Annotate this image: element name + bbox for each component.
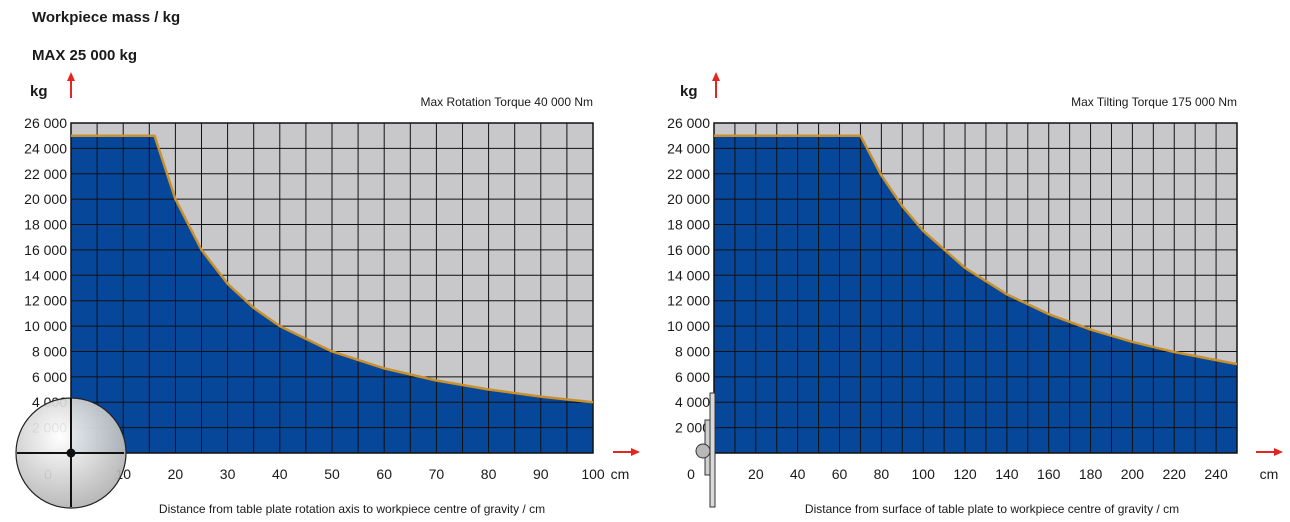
y-tick-label: 6 000 (675, 369, 710, 385)
y-tick-label: 8 000 (32, 343, 67, 359)
x-axis-unit: cm (611, 466, 630, 482)
x-tick-label: 80 (481, 466, 497, 482)
y-tick-label: 22 000 (24, 166, 67, 182)
plot-frame (70, 122, 594, 454)
y-axis-unit: kg (30, 83, 48, 100)
x-tick-label: 40 (272, 466, 288, 482)
rotation-center (66, 448, 76, 458)
y-axis-arrow-1-head (67, 72, 75, 81)
y-tick-label: 18 000 (667, 217, 710, 233)
x-tick-label: 0 (687, 466, 695, 482)
y-tick-label: 4 000 (675, 394, 710, 410)
x-tick-label: 60 (832, 466, 848, 482)
x-tick-label: 20 (168, 466, 184, 482)
y-tick-label: 18 000 (24, 217, 67, 233)
plot-frame (713, 122, 1238, 454)
y-tick-label: 14 000 (667, 267, 710, 283)
chart-2: 2 000 4 000 6 000 8 000 10 000 12 000 14 000 16… (667, 83, 1278, 516)
y-tick-label: 2 000 (675, 420, 710, 436)
x-tick-label: 140 (995, 466, 1019, 482)
y-tick-label: 24 000 (24, 140, 67, 156)
rotary-table-illustration (15, 397, 127, 509)
y-axis-unit: kg (680, 83, 698, 100)
chart-title: Max Rotation Torque 40 000 Nm (420, 95, 593, 109)
x-tick-label: 40 (790, 466, 806, 482)
x-tick-label: 30 (220, 466, 236, 482)
y-tick-label: 12 000 (24, 293, 67, 309)
x-tick-label: 160 (1037, 466, 1061, 482)
capacity-line (714, 134, 1238, 366)
x-tick-label: 20 (748, 466, 764, 482)
x-tick-label: 100 (581, 466, 605, 482)
x-tick-label: 240 (1204, 466, 1228, 482)
y-tick-label: 26 000 (667, 115, 710, 131)
chart-title: Max Tilting Torque 175 000 Nm (1071, 95, 1237, 109)
x-tick-label: 120 (953, 466, 977, 482)
x-tick-label: 180 (1079, 466, 1103, 482)
x-tick-label: 90 (533, 466, 549, 482)
y-tick-label: 26 000 (24, 115, 67, 131)
x-axis-arrow-2-head (1274, 448, 1283, 456)
max-load-label: MAX 25 000 kg (32, 47, 138, 64)
x-axis-caption: Distance from surface of table plate to … (805, 502, 1179, 516)
x-tick-label: 100 (912, 466, 936, 482)
y-tick-label: 10 000 (667, 318, 710, 334)
capacity-line (71, 134, 594, 404)
x-tick-label: 50 (324, 466, 340, 482)
y-axis-arrow-2-head (712, 72, 720, 81)
x-tick-label: 80 (874, 466, 890, 482)
x-tick-label: 70 (429, 466, 445, 482)
x-axis-arrow-1-head (631, 448, 640, 456)
x-tick-label: 60 (376, 466, 392, 482)
table-plate (709, 392, 716, 508)
y-tick-label: 10 000 (24, 318, 67, 334)
tilt-pivot (695, 443, 711, 459)
y-tick-label: 16 000 (667, 242, 710, 258)
x-tick-label: 220 (1163, 466, 1187, 482)
y-tick-label: 14 000 (24, 267, 67, 283)
tilting-table-illustration (695, 392, 716, 508)
capacity-area (714, 135, 1237, 453)
x-tick-label: 200 (1121, 466, 1145, 482)
y-tick-label: 16 000 (24, 242, 67, 258)
y-tick-label: 22 000 (667, 166, 710, 182)
page-title: Workpiece mass / kg (32, 9, 181, 26)
x-axis-unit: cm (1260, 466, 1279, 482)
y-tick-label: 8 000 (675, 343, 710, 359)
y-tick-label: 6 000 (32, 369, 67, 385)
y-tick-label: 20 000 (24, 191, 67, 207)
x-axis-caption: Distance from table plate rotation axis … (159, 502, 545, 516)
y-tick-label: 24 000 (667, 140, 710, 156)
y-tick-label: 12 000 (667, 293, 710, 309)
y-tick-label: 20 000 (667, 191, 710, 207)
